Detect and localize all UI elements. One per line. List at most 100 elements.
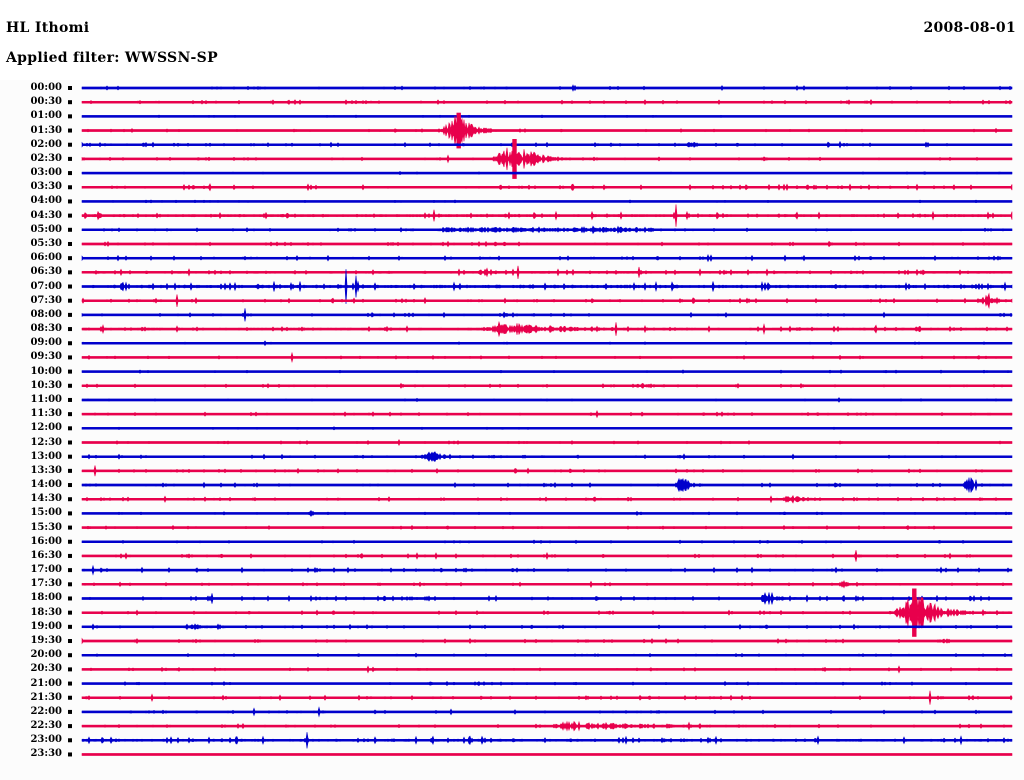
- row-tick-mark: [68, 752, 72, 757]
- row-tick-mark: [68, 667, 72, 672]
- time-label-0330: 03:30: [30, 181, 62, 193]
- trace-baseline: [82, 100, 1012, 104]
- time-label-0830: 08:30: [30, 323, 62, 335]
- row-tick-mark: [68, 86, 72, 90]
- trace-baseline: [82, 327, 1012, 331]
- station-title: HL Ithomi: [6, 20, 90, 36]
- trace-baseline: [82, 427, 1012, 430]
- row-tick-mark: [68, 639, 72, 644]
- row-tick-mark: [68, 128, 72, 133]
- time-label-0700: 07:00: [30, 280, 62, 292]
- row-tick-mark: [68, 695, 72, 700]
- trace-baseline: [82, 483, 1012, 487]
- time-label-2330: 23:30: [30, 748, 62, 760]
- row-tick-mark: [68, 213, 72, 218]
- time-label-1130: 11:30: [30, 408, 62, 420]
- time-label-1230: 12:30: [30, 436, 62, 448]
- time-label-0800: 08:00: [30, 308, 62, 320]
- trace-baseline: [82, 171, 1012, 175]
- time-label-1830: 18:30: [30, 606, 62, 618]
- row-tick-mark: [68, 568, 72, 573]
- clipped-event-spike: [456, 112, 461, 149]
- trace-baseline: [82, 157, 1012, 161]
- time-label-0130: 01:30: [30, 124, 62, 136]
- time-label-1900: 19:00: [30, 620, 62, 632]
- time-label-0500: 05:00: [30, 223, 62, 235]
- row-tick-mark: [68, 284, 72, 289]
- trace-baseline: [82, 739, 1012, 742]
- time-label-1500: 15:00: [30, 507, 62, 519]
- row-tick-mark: [68, 100, 72, 105]
- row-tick-mark: [68, 171, 72, 176]
- row-tick-mark: [68, 426, 72, 431]
- trace-baseline: [82, 214, 1012, 217]
- clipped-event-spike: [912, 588, 917, 637]
- row-tick-mark: [68, 681, 72, 686]
- time-label-0600: 06:00: [30, 252, 62, 264]
- time-label-2230: 22:30: [30, 720, 62, 732]
- trace-baseline: [82, 639, 1012, 643]
- row-tick-mark: [68, 270, 72, 275]
- time-label-0200: 02:00: [30, 138, 62, 150]
- trace-baseline: [82, 200, 1012, 203]
- time-label-0030: 00:30: [30, 96, 62, 108]
- clipped-event-spike: [512, 139, 517, 179]
- time-label-1730: 17:30: [30, 578, 62, 590]
- row-tick-mark: [68, 412, 72, 417]
- time-label-1400: 14:00: [30, 479, 62, 491]
- trace-baseline: [82, 356, 1012, 359]
- row-tick-mark: [68, 525, 72, 530]
- time-label-0300: 03:00: [30, 167, 62, 179]
- plot-background: [0, 80, 1024, 780]
- time-label-0530: 05:30: [30, 237, 62, 249]
- trace-baseline: [82, 242, 1012, 246]
- trace-baseline: [82, 313, 1012, 317]
- time-label-1600: 16:00: [30, 535, 62, 547]
- row-tick-mark: [68, 724, 72, 729]
- row-tick-mark: [68, 227, 72, 232]
- trace-baseline: [82, 668, 1012, 671]
- trace-baseline: [82, 186, 1012, 189]
- time-label-1100: 11:00: [30, 393, 62, 405]
- trace-baseline: [82, 256, 1012, 260]
- row-tick-mark: [68, 454, 72, 459]
- row-tick-mark: [68, 199, 72, 204]
- row-tick-mark: [68, 624, 72, 629]
- time-label-2100: 21:00: [30, 677, 62, 689]
- trace-baseline: [82, 654, 1012, 657]
- time-label-0630: 06:30: [30, 266, 62, 278]
- row-tick-mark: [68, 397, 72, 402]
- trace-baseline: [82, 129, 1012, 132]
- trace-baseline: [82, 115, 1012, 118]
- time-label-1530: 15:30: [30, 521, 62, 533]
- row-tick-mark: [68, 738, 72, 743]
- trace-baseline: [82, 143, 1012, 146]
- time-label-0230: 02:30: [30, 152, 62, 164]
- trace-baseline: [82, 370, 1012, 373]
- row-tick-mark: [68, 185, 72, 190]
- time-label-0430: 04:30: [30, 209, 62, 221]
- time-label-0400: 04:00: [30, 195, 62, 207]
- trace-baseline: [82, 86, 1012, 90]
- trace-baseline: [82, 384, 1012, 387]
- time-label-2300: 23:00: [30, 734, 62, 746]
- time-label-0730: 07:30: [30, 294, 62, 306]
- row-tick-mark: [68, 582, 72, 587]
- time-label-1430: 14:30: [30, 493, 62, 505]
- trace-baseline: [82, 526, 1012, 529]
- row-tick-mark: [68, 539, 72, 544]
- row-tick-mark: [68, 298, 72, 303]
- trace-baseline: [82, 554, 1012, 558]
- trace-baseline: [82, 625, 1012, 629]
- row-tick-mark: [68, 511, 72, 516]
- row-tick-mark: [68, 596, 72, 601]
- row-tick-mark: [68, 312, 72, 317]
- time-label-1630: 16:30: [30, 549, 62, 561]
- time-label-1000: 10:00: [30, 365, 62, 377]
- row-tick-mark: [68, 114, 72, 119]
- trace-baseline: [82, 271, 1012, 274]
- time-label-1200: 12:00: [30, 422, 62, 434]
- row-tick-mark: [68, 142, 72, 147]
- trace-baseline: [82, 611, 1012, 614]
